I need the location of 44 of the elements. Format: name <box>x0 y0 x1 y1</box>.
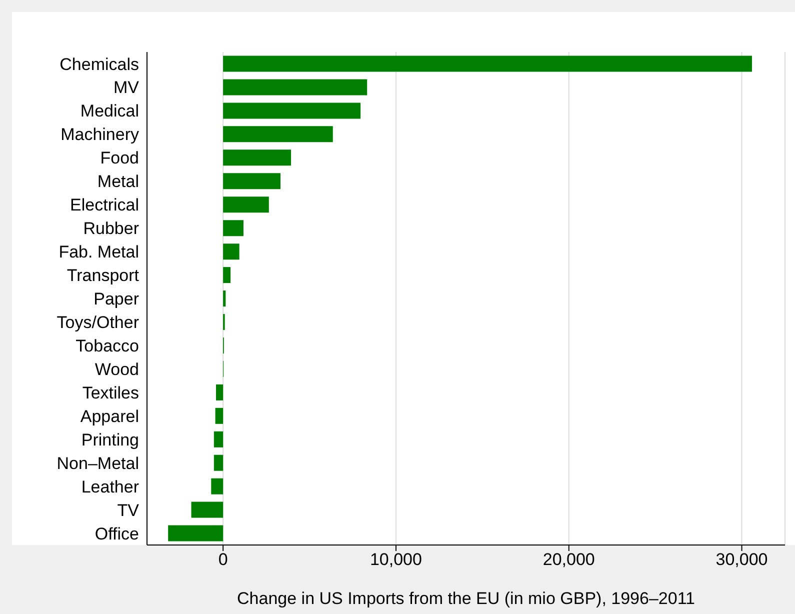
bar <box>223 173 280 190</box>
y-tick-label: Transport <box>66 266 140 286</box>
x-tick-label: 10,000 <box>370 550 422 570</box>
y-tick-label: Chemicals <box>60 54 139 74</box>
y-tick-label: Printing <box>81 430 139 450</box>
bar <box>214 454 224 471</box>
x-axis-title: Change in US Imports from the EU (in mio GBP), 1996–2011 <box>237 589 695 608</box>
bar <box>223 126 333 142</box>
y-tick-label: Electrical <box>70 196 139 215</box>
bar <box>216 384 224 400</box>
y-tick-label: Machinery <box>60 125 140 144</box>
y-tick-label: Apparel <box>80 406 139 426</box>
bar <box>223 220 244 236</box>
y-tick-label: Medical <box>80 102 139 121</box>
y-tick-label: Food <box>100 148 139 168</box>
y-tick-label: TV <box>117 500 140 520</box>
bar <box>168 525 224 542</box>
bar <box>211 478 224 494</box>
y-tick-label: Tobacco <box>76 336 139 356</box>
y-tick-label: Textiles <box>82 383 139 402</box>
y-tick-label: Metal <box>97 172 139 192</box>
bar <box>191 502 224 518</box>
y-tick-label: MV <box>114 78 140 98</box>
bar <box>223 150 292 166</box>
bar <box>214 431 224 448</box>
y-tick-label: Rubber <box>83 219 140 238</box>
x-tick-label: 0 <box>218 550 228 570</box>
bar <box>223 102 361 119</box>
y-tick-label: Fab. Metal <box>58 242 139 262</box>
y-tick-label: Leather <box>81 477 140 496</box>
x-tick-label: 20,000 <box>542 550 595 570</box>
bar <box>223 196 269 213</box>
bar <box>215 408 224 424</box>
y-tick-label: Non–Metal <box>56 454 139 473</box>
y-tick-label: Toys/Other <box>56 313 140 332</box>
y-tick-label: Wood <box>94 360 139 379</box>
y-tick-label: Office <box>94 524 139 544</box>
bar <box>223 244 240 260</box>
x-tick-label: 30,000 <box>716 550 768 570</box>
bar <box>223 267 231 284</box>
bar <box>223 56 752 72</box>
bar <box>223 79 368 96</box>
y-tick-label: Paper <box>94 290 140 309</box>
bar <box>223 290 226 307</box>
